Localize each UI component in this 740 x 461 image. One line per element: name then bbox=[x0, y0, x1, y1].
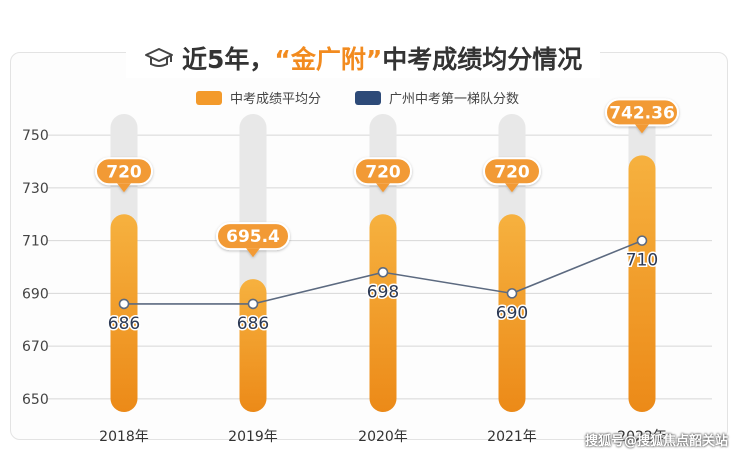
legend: 中考成绩平均分 广州中考第一梯队分数 bbox=[196, 88, 519, 107]
title-highlight: “金广附” bbox=[274, 45, 383, 74]
bar bbox=[498, 214, 526, 412]
line-data-label: 698 bbox=[367, 282, 399, 302]
x-tick-label: 2020年 bbox=[358, 429, 408, 445]
y-tick-label: 730 bbox=[22, 181, 49, 197]
bar-data-label-text: 720 bbox=[106, 162, 142, 182]
bar bbox=[628, 155, 656, 412]
title-suffix: 中考成绩均分情况 bbox=[382, 45, 583, 74]
bar-data-label-pointer bbox=[246, 248, 260, 258]
y-tick-label: 670 bbox=[22, 339, 49, 355]
legend-swatch-average bbox=[196, 90, 222, 105]
bar bbox=[239, 279, 267, 412]
bar-data-label: 695.4 bbox=[216, 222, 290, 258]
line-data-label: 710 bbox=[626, 251, 658, 271]
line-data-label: 686 bbox=[108, 314, 140, 334]
bar-data-label-pointer bbox=[117, 183, 131, 193]
y-tick-label: 650 bbox=[22, 392, 49, 408]
bar-data-label: 720 bbox=[483, 157, 541, 193]
line-point bbox=[377, 266, 389, 278]
bar-data-label-text: 742.36 bbox=[609, 103, 675, 123]
legend-item-tier: 广州中考第一梯队分数 bbox=[355, 88, 519, 107]
bar-data-label-text: 720 bbox=[494, 162, 530, 182]
graduation-cap-icon bbox=[145, 48, 173, 67]
line-point bbox=[636, 235, 648, 246]
bar-data-label-text: 695.4 bbox=[226, 227, 280, 247]
line-point bbox=[118, 298, 130, 310]
bar-data-label-pointer bbox=[376, 183, 390, 193]
line-data-label: 690 bbox=[496, 303, 528, 323]
bar bbox=[369, 214, 397, 412]
bar-data-label-pointer bbox=[505, 183, 519, 193]
title-text: 近5年，“金广附”中考成绩均分情况 bbox=[182, 40, 582, 76]
y-tick-label: 710 bbox=[22, 234, 49, 250]
x-tick-label: 2018年 bbox=[99, 429, 149, 445]
chart-title: 近5年，“金广附”中考成绩均分情况 bbox=[126, 38, 601, 78]
x-tick-label: 2021年 bbox=[487, 429, 537, 445]
watermark: 搜狐号@搜狐焦点韶关站 bbox=[584, 434, 728, 449]
bar bbox=[110, 214, 138, 412]
bar-data-label-text: 720 bbox=[365, 162, 401, 182]
legend-label-average: 中考成绩平均分 bbox=[230, 92, 322, 107]
line-point bbox=[247, 298, 259, 310]
bar-data-label: 742.36 bbox=[605, 98, 679, 134]
legend-item-average: 中考成绩平均分 bbox=[196, 88, 321, 107]
bar-data-label-pointer bbox=[635, 124, 649, 134]
line-data-label: 686 bbox=[237, 314, 269, 334]
x-tick-label: 2022年 bbox=[617, 429, 667, 445]
title-prefix: 近5年， bbox=[182, 45, 275, 74]
x-tick-label: 2019年 bbox=[228, 429, 278, 445]
bar-data-label: 720 bbox=[95, 157, 153, 193]
y-tick-label: 750 bbox=[22, 128, 49, 144]
bar-data-label: 720 bbox=[354, 157, 412, 193]
y-tick-label: 690 bbox=[22, 286, 49, 302]
line-point bbox=[506, 288, 518, 299]
legend-swatch-tier bbox=[355, 90, 382, 105]
legend-label-tier: 广州中考第一梯队分数 bbox=[389, 92, 520, 107]
